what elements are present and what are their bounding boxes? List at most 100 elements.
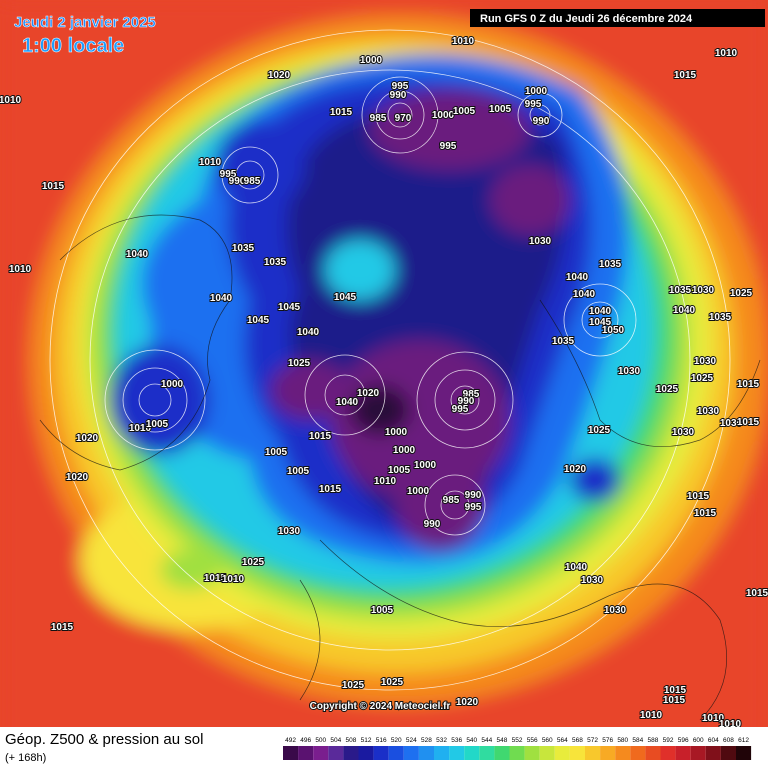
pressure-label: 1040 — [673, 305, 696, 316]
pressure-label: 1015 — [737, 417, 760, 428]
scale-swatch — [283, 746, 299, 760]
scale-label: 604 — [708, 737, 719, 744]
scale-label: 600 — [693, 737, 704, 744]
pressure-label: 1010 — [374, 476, 397, 487]
scale-swatch — [388, 746, 404, 760]
pressure-label: 995 — [440, 141, 457, 152]
scale-label: 492 — [285, 737, 296, 744]
pressure-label: 995 — [525, 99, 542, 110]
pressure-label: 1040 — [297, 327, 320, 338]
pressure-label: 1030 — [694, 356, 717, 367]
pressure-label: 995 — [392, 81, 409, 92]
scale-label: 536 — [451, 737, 462, 744]
scale-swatch — [298, 746, 314, 760]
scale-swatch — [569, 746, 585, 760]
scale-swatch — [554, 746, 570, 760]
pressure-label: 995 — [465, 502, 482, 513]
pressure-label: 1015 — [694, 508, 717, 519]
scale-label: 544 — [481, 737, 492, 744]
pressure-label: 1015 — [674, 70, 697, 81]
pressure-label: 1005 — [489, 104, 512, 115]
pressure-label: 1015 — [663, 695, 686, 706]
scale-swatch — [645, 746, 661, 760]
pressure-label: 1015 — [51, 622, 74, 633]
scale-swatch — [343, 746, 359, 760]
pressure-label: 1015 — [664, 685, 687, 696]
forecast-date: Jeudi 2 janvier 2025 — [14, 14, 156, 31]
pressure-label: 1030 — [529, 236, 552, 247]
pressure-label: 1020 — [66, 472, 89, 483]
pressure-label: 1000 — [525, 86, 548, 97]
pressure-label: 1005 — [265, 447, 288, 458]
pressure-label: 1020 — [268, 70, 291, 81]
pressure-label: 1030 — [692, 285, 715, 296]
pressure-label: 985 — [370, 113, 387, 124]
pressure-label: 1010 — [452, 36, 475, 47]
pressure-label: 1025 — [288, 358, 311, 369]
pressure-label: 1035 — [669, 285, 692, 296]
pressure-label: 970 — [395, 113, 412, 124]
forecast-time: 1:00 locale — [22, 35, 124, 57]
pressure-label: 985 — [244, 176, 261, 187]
scale-swatch — [358, 746, 374, 760]
pressure-label: 1010 — [640, 710, 663, 721]
scale-swatch — [736, 746, 752, 760]
scale-label: 512 — [361, 737, 372, 744]
pressure-label: 1005 — [388, 465, 411, 476]
pressure-label: 1000 — [360, 55, 383, 66]
scale-label: 608 — [723, 737, 734, 744]
run-info: Run GFS 0 Z du Jeudi 26 décembre 2024 — [480, 13, 693, 25]
scale-swatch — [418, 746, 434, 760]
scale-swatch — [720, 746, 736, 760]
pressure-label: 990 — [424, 519, 441, 530]
pressure-label: 1025 — [242, 557, 265, 568]
scale-swatch — [615, 746, 631, 760]
scale-label: 564 — [557, 737, 568, 744]
pressure-label: 1010 — [199, 157, 222, 168]
pressure-label: 1025 — [588, 425, 611, 436]
pressure-label: 1020 — [76, 433, 99, 444]
scale-label: 500 — [315, 737, 326, 744]
scale-swatch — [675, 746, 691, 760]
scale-swatch — [660, 746, 676, 760]
pressure-label: 995 — [220, 169, 237, 180]
pressure-label: 1010 — [9, 264, 32, 275]
pressure-label: 1005 — [453, 106, 476, 117]
pressure-label: 990 — [465, 490, 482, 501]
color-scale: 492 496 500 504 508 512 516 520 524 528 532 536 540 5… — [283, 737, 752, 760]
pressure-label: 1045 — [589, 317, 612, 328]
pressure-label: 1025 — [691, 373, 714, 384]
pressure-label: 1015 — [330, 107, 353, 118]
pressure-label: 1040 — [573, 289, 596, 300]
pressure-label: 1040 — [565, 562, 588, 573]
scale-label: 568 — [572, 737, 583, 744]
pressure-label: 1015 — [319, 484, 342, 495]
pressure-label: 1035 — [232, 243, 255, 254]
pressure-label: 1030 — [581, 575, 604, 586]
pressure-label: 1035 — [264, 257, 287, 268]
pressure-label: 985 — [443, 495, 460, 506]
scale-label: 552 — [512, 737, 523, 744]
scale-swatch — [313, 746, 329, 760]
scale-label: 520 — [391, 737, 402, 744]
scale-label: 584 — [632, 737, 643, 744]
scale-swatch — [690, 746, 706, 760]
pressure-label: 1000 — [385, 427, 408, 438]
pressure-label: 1000 — [432, 110, 455, 121]
pressure-label: 1010 — [222, 574, 245, 585]
scale-label: 524 — [406, 737, 417, 744]
pressure-label: 1020 — [357, 388, 380, 399]
scale-label: 612 — [738, 737, 749, 744]
pressure-label: 1040 — [336, 397, 359, 408]
pressure-label: 1000 — [414, 460, 437, 471]
pressure-label: 990 — [229, 176, 246, 187]
legend-title: Géop. Z500 & pression au sol — [5, 731, 203, 748]
pressure-label: 1015 — [687, 491, 710, 502]
pressure-label: 1040 — [566, 272, 589, 283]
pressure-label: 1010 — [715, 48, 738, 59]
isobars — [49, 29, 731, 691]
